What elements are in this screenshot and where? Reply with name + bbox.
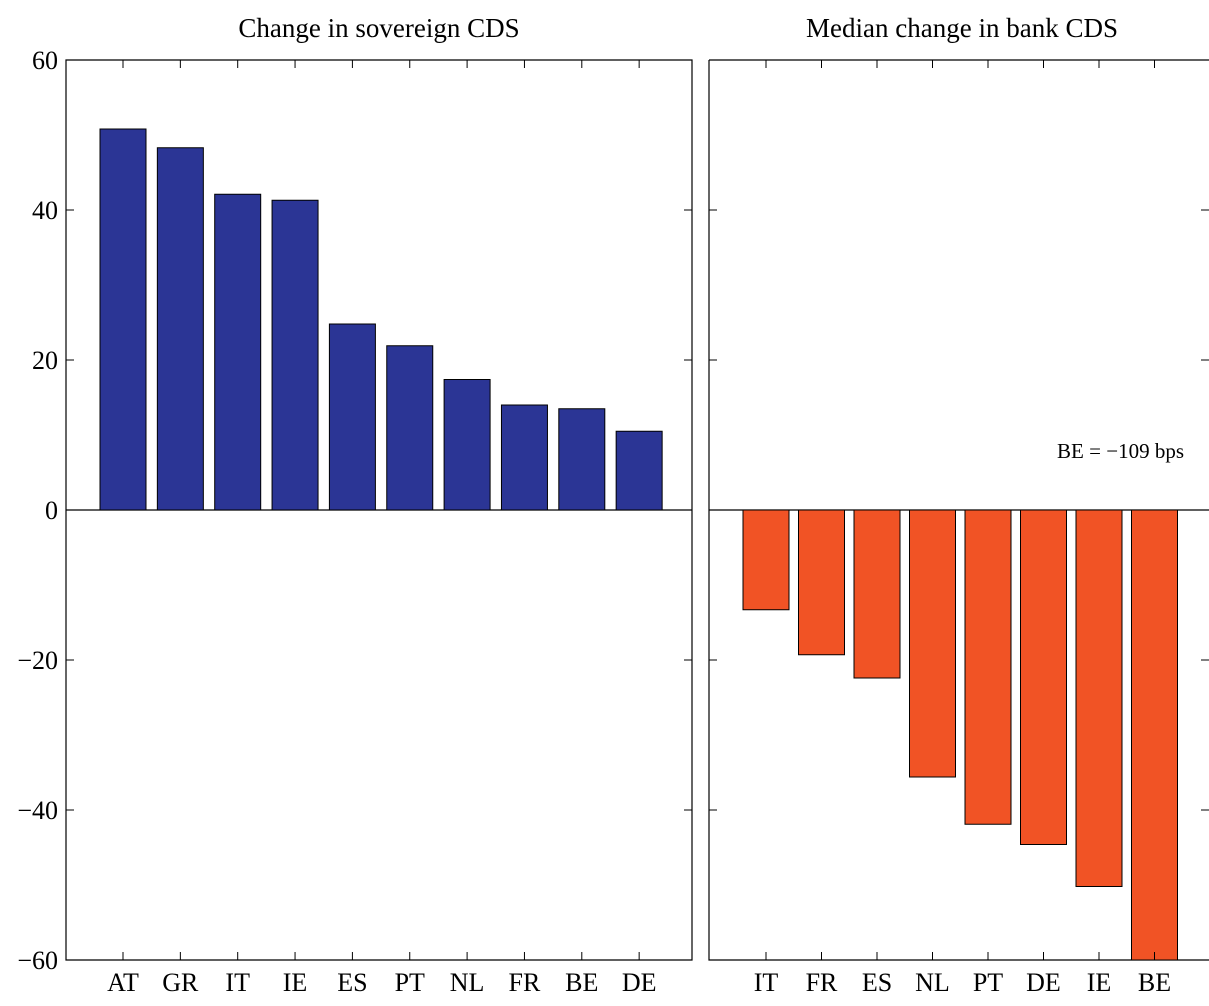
sovereign-category-label: BE (565, 968, 598, 997)
bank-category-label: PT (973, 968, 1003, 997)
bank-category-label: FR (806, 968, 838, 997)
sovereign-bar-gr (156, 147, 204, 511)
bank-cds-title: Median change in bank CDS (806, 13, 1118, 43)
bank-cds-panel: Median change in bank CDS IT FR ES NL PT DE IE… (708, 13, 1209, 997)
bank-category-label: DE (1026, 968, 1061, 997)
bank-bar-be (1131, 509, 1178, 961)
sovereign-category-label: ES (337, 968, 367, 997)
bank-bar-de (1020, 509, 1067, 845)
sovereign-category-label: FR (509, 968, 541, 997)
sovereign-category-label: IT (225, 968, 250, 997)
y-tick-label: 60 (32, 46, 58, 75)
sovereign-category-label: NL (450, 968, 485, 997)
bank-bar-fr (798, 509, 845, 656)
y-tick-label: −20 (17, 646, 58, 675)
bank-category-label: IE (1087, 968, 1112, 997)
sovereign-bar-fr (500, 404, 548, 511)
sovereign-category-label: IE (283, 968, 308, 997)
bank-category-label: BE (1138, 968, 1171, 997)
sovereign-category-label: PT (395, 968, 425, 997)
y-tick-label: 20 (32, 346, 58, 375)
bank-bar-it (742, 509, 790, 611)
y-tick-label: 0 (45, 496, 58, 525)
sovereign-bar-nl (443, 379, 491, 511)
bank-bar-pt (964, 509, 1012, 825)
y-tick-label: −60 (17, 946, 58, 975)
y-tick-label: −40 (17, 796, 58, 825)
bank-category-label: NL (915, 968, 950, 997)
sovereign-category-label: AT (107, 968, 139, 997)
sovereign-bar-de (615, 430, 663, 511)
sovereign-bar-pt (386, 345, 434, 511)
be-annotation: BE = −109 bps (1057, 439, 1184, 463)
bank-category-label: IT (754, 968, 779, 997)
sovereign-bar-es (328, 323, 376, 511)
sovereign-bar-ie (271, 199, 319, 511)
sovereign-bar-be (558, 408, 606, 511)
y-tick-label: 40 (32, 196, 58, 225)
sovereign-bar-at (99, 128, 147, 511)
sovereign-bar-it (214, 193, 262, 511)
bank-bar-ie (1075, 509, 1123, 887)
sovereign-cds-title: Change in sovereign CDS (238, 13, 519, 43)
sovereign-category-label: GR (162, 968, 199, 997)
bank-bar-nl (909, 509, 956, 778)
sovereign-cds-panel: Change in sovereign CDS 60 40 20 0 −20 −40 −60… (17, 13, 693, 997)
bank-bar-es (853, 509, 901, 679)
sovereign-category-label: DE (622, 968, 657, 997)
bank-category-label: ES (862, 968, 892, 997)
